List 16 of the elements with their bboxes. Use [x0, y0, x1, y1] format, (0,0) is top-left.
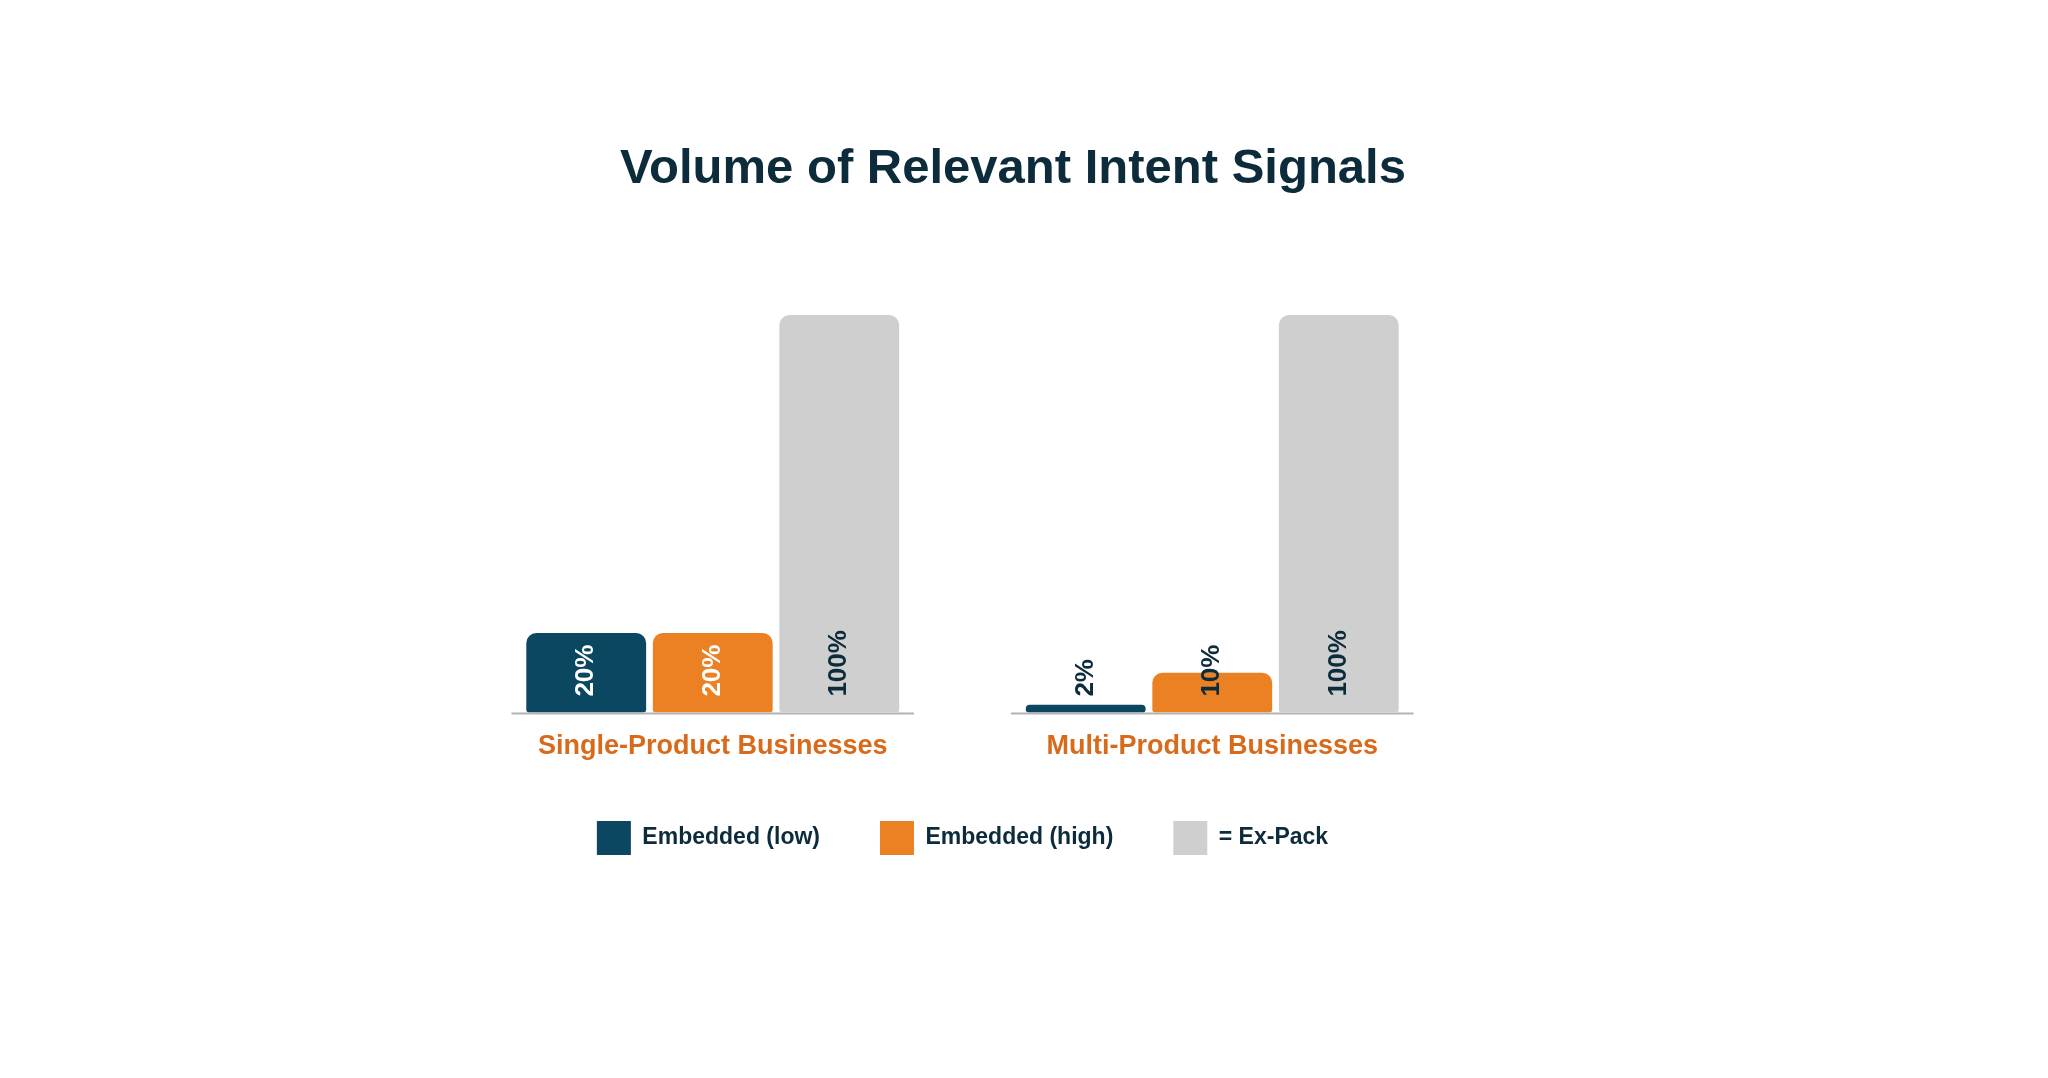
- bar: [1278, 315, 1399, 713]
- bar: [779, 315, 900, 713]
- bar: [526, 633, 647, 713]
- x-tick-label: Multi-Product Businesses: [1046, 730, 1379, 761]
- legend-label: Embedded (high): [925, 823, 1114, 850]
- data-label: 2%: [1068, 659, 1099, 697]
- data-label: 10%: [1195, 644, 1226, 697]
- x-tick-label: Single-Product Businesses: [537, 730, 888, 761]
- data-label: 20%: [569, 644, 600, 697]
- chart-title: Volume of Relevant Intent Signals: [619, 138, 1407, 195]
- bar: [652, 633, 773, 713]
- legend-label: Embedded (low): [642, 823, 820, 850]
- data-label: 100%: [822, 630, 853, 697]
- legend-label: = Ex-Pack: [1218, 823, 1329, 850]
- data-label: 100%: [1321, 630, 1352, 697]
- data-label: 20%: [695, 644, 726, 697]
